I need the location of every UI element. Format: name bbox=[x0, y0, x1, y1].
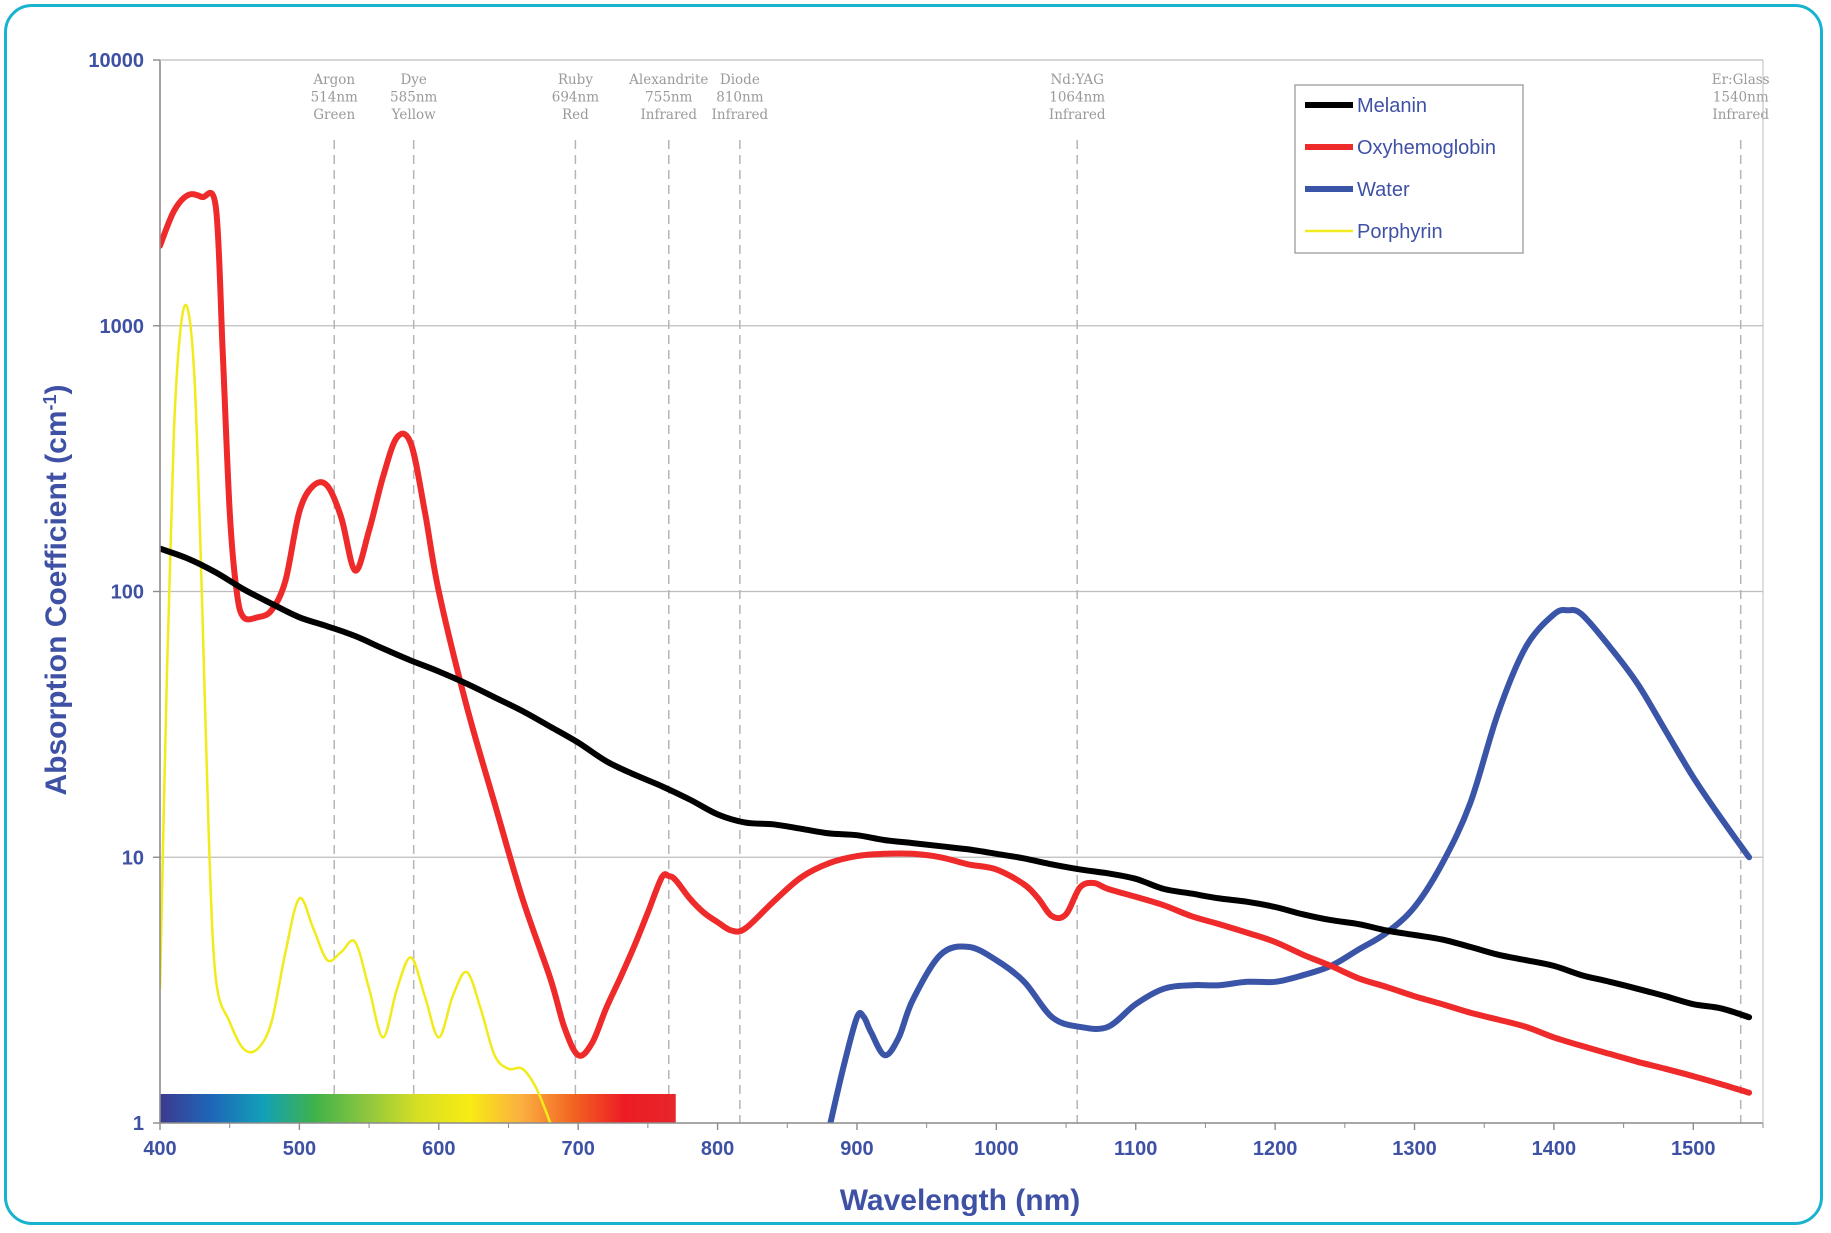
laser-label-ruby: Red bbox=[562, 107, 589, 123]
x-tick-label: 500 bbox=[283, 1138, 316, 1160]
y-tick-label: 10000 bbox=[88, 50, 144, 72]
legend-label-melanin: Melanin bbox=[1357, 95, 1427, 117]
laser-label-alexandrite: Alexandrite bbox=[628, 72, 708, 88]
laser-label-ruby: 694nm bbox=[552, 90, 599, 106]
x-tick-label: 800 bbox=[701, 1138, 734, 1160]
legend-label-oxyhemoglobin: Oxyhemoglobin bbox=[1357, 137, 1496, 159]
x-tick-label: 1400 bbox=[1532, 1138, 1577, 1160]
x-tick-label: 1300 bbox=[1392, 1138, 1437, 1160]
legend: Melanin Oxyhemoglobin Water Porphyrin bbox=[1294, 84, 1524, 254]
series-line-melanin bbox=[160, 545, 1753, 1021]
series-lines bbox=[160, 190, 1753, 1123]
y-tick-label: 10 bbox=[122, 847, 144, 869]
series-line-oxyhemoglobin bbox=[160, 190, 1753, 1096]
spectrum-band bbox=[160, 1094, 676, 1123]
laser-label-argon: Argon bbox=[312, 72, 355, 88]
series-line-water bbox=[827, 606, 1753, 1123]
laser-label-er-glass: 1540nm bbox=[1713, 90, 1769, 106]
spectrum-band-bar bbox=[160, 1094, 676, 1123]
legend-label-water: Water bbox=[1357, 179, 1410, 201]
x-tick-label: 700 bbox=[561, 1138, 594, 1160]
x-tick-label: 1200 bbox=[1253, 1138, 1298, 1160]
laser-label-argon: 514nm bbox=[311, 90, 358, 106]
laser-label-diode: Infrared bbox=[712, 107, 769, 123]
x-tick-label: 400 bbox=[143, 1138, 176, 1160]
laser-label-dye: Dye bbox=[400, 72, 426, 88]
laser-label-er-glass: Infrared bbox=[1712, 107, 1769, 123]
x-tick-label: 1100 bbox=[1114, 1138, 1157, 1160]
laser-label-dye: Yellow bbox=[391, 107, 436, 123]
y-tick-label: 1000 bbox=[100, 316, 145, 338]
laser-label-nd-yag: 1064nm bbox=[1049, 90, 1105, 106]
laser-label-nd-yag: Infrared bbox=[1049, 107, 1106, 123]
y-axis-title: Absorption Coefficient (cm-1) bbox=[40, 384, 73, 795]
laser-label-dye: 585nm bbox=[390, 90, 437, 106]
laser-label-alexandrite: Infrared bbox=[640, 107, 697, 123]
x-tick-labels: 400 500 600 700 800 900 1000 1100 1200 1300 1400 15… bbox=[143, 1123, 1764, 1160]
laser-label-nd-yag: Nd:YAG bbox=[1050, 72, 1103, 88]
laser-label-ruby: Ruby bbox=[558, 72, 594, 88]
laser-label-argon: Green bbox=[313, 107, 355, 123]
laser-label-alexandrite: 755nm bbox=[645, 90, 692, 106]
y-tick-label: 1 bbox=[133, 1113, 144, 1135]
legend-label-porphyrin: Porphyrin bbox=[1357, 221, 1443, 243]
y-tick-labels: 1 10 100 1000 10000 bbox=[88, 50, 160, 1135]
y-tick-label: 100 bbox=[111, 582, 144, 604]
x-tick-label: 1500 bbox=[1671, 1138, 1716, 1160]
x-tick-label: 900 bbox=[840, 1138, 873, 1160]
series-line-porphyrin bbox=[160, 303, 552, 1123]
laser-label-diode: 810nm bbox=[716, 90, 763, 106]
x-tick-label: 600 bbox=[422, 1138, 455, 1160]
x-tick-label: 1000 bbox=[974, 1138, 1019, 1160]
legend-box bbox=[1294, 84, 1524, 254]
x-axis-title: Wavelength (nm) bbox=[840, 1184, 1081, 1217]
laser-label-er-glass: Er:Glass bbox=[1712, 72, 1770, 88]
laser-label-diode: Diode bbox=[720, 72, 760, 88]
